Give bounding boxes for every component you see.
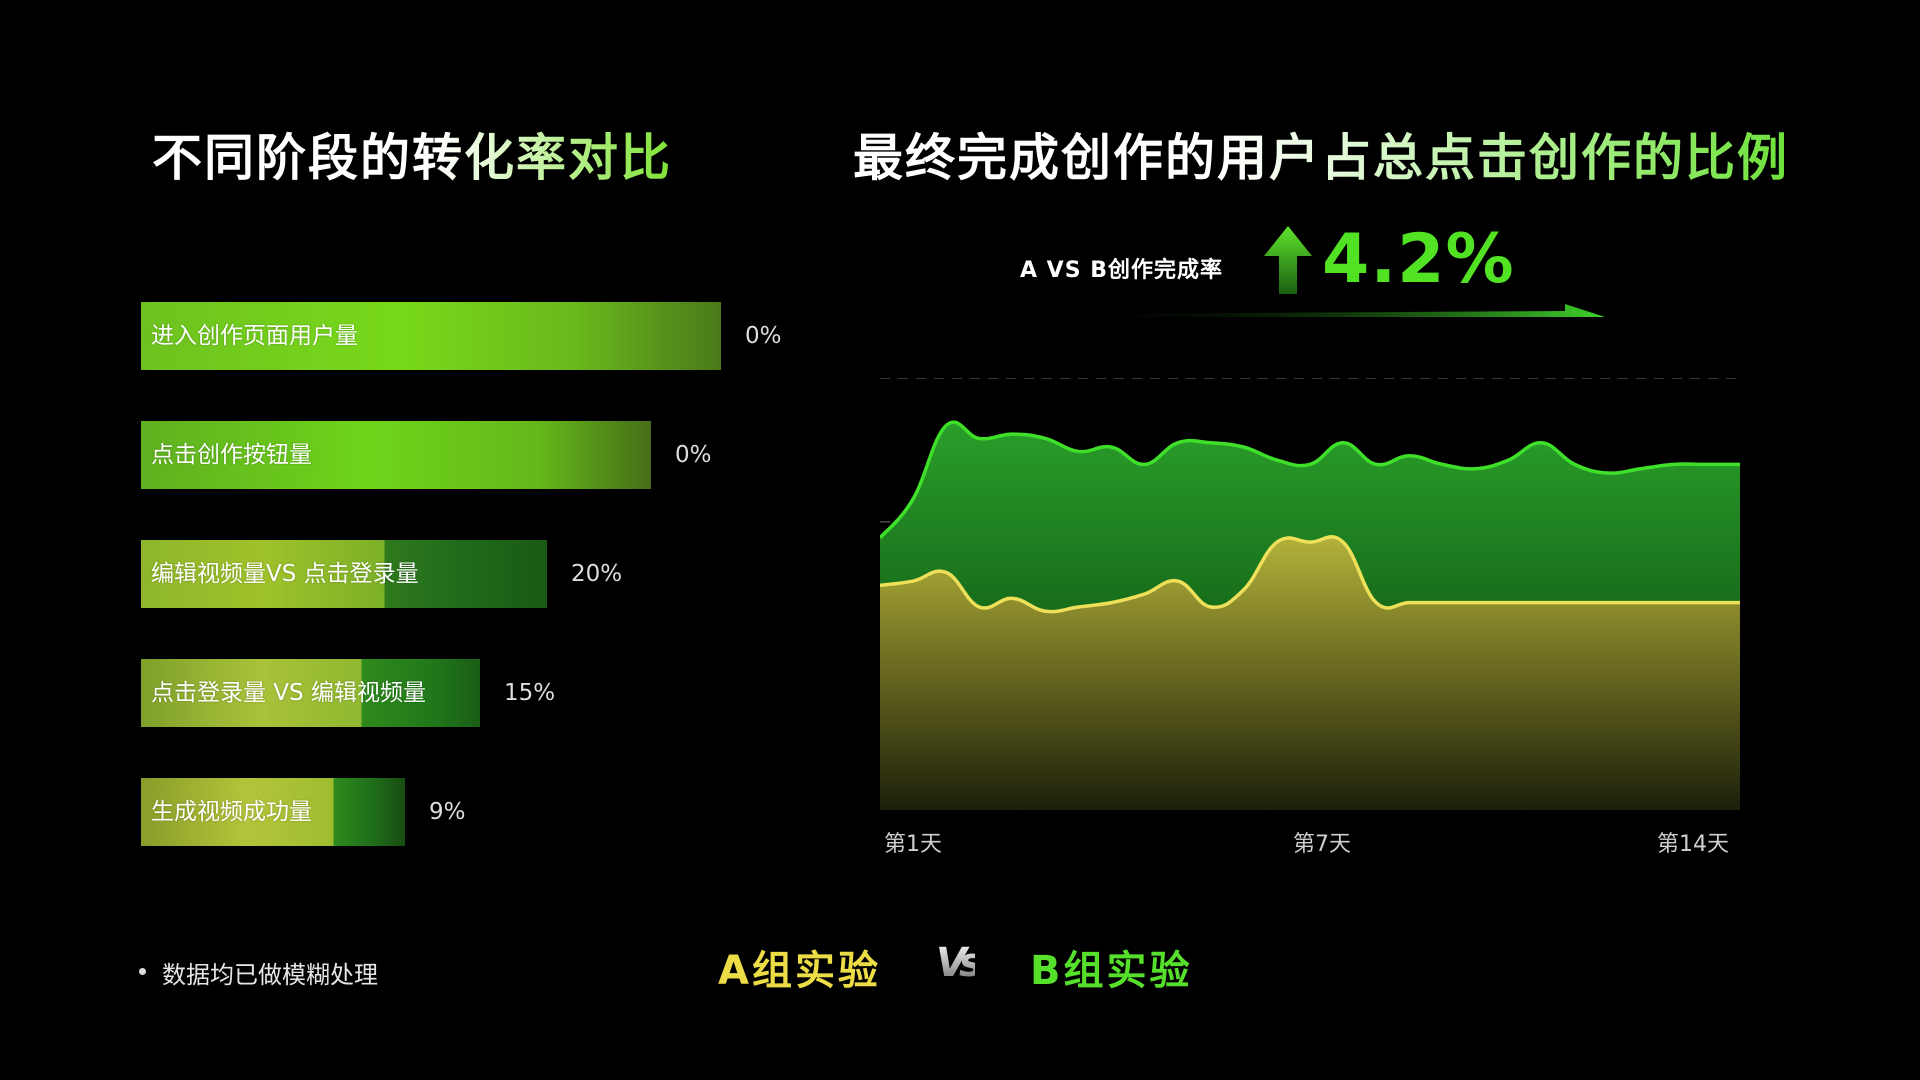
funnel-bar-label: 进入创作页面用户量 (151, 323, 358, 349)
series-area-a (880, 536, 1740, 810)
funnel-bar (141, 540, 547, 608)
funnel-bar (141, 421, 651, 489)
funnel-bar (141, 302, 721, 370)
funnel-bar-value: 0% (745, 323, 782, 349)
funnel-bar-label: 编辑视频量VS 点击登录量 (151, 561, 419, 587)
funnel-chart-title: 不同阶段的转化率对比 (152, 118, 672, 190)
funnel-bar-label: 点击创作按钮量 (151, 442, 312, 468)
series-line-b (880, 420, 1740, 540)
series-line-a (880, 535, 1740, 614)
funnel-bar-label: 点击登录量 VS 编辑视频量 (151, 680, 426, 706)
legend-vs-mark: Vs (936, 940, 983, 986)
legend-group-a: A组实验 (718, 948, 881, 994)
x-tick-label: 第14天 (1657, 832, 1729, 857)
completion-chart-title: 最终完成创作的用户占总点击创作的比例 (853, 118, 1789, 190)
funnel-bar-label: 生成视频成功量 (151, 799, 312, 825)
x-tick-label: 第1天 (884, 832, 942, 857)
trend-arrow-icon (1065, 304, 1605, 317)
completion-area-chart (880, 378, 1740, 810)
legend-group-b: B组实验 (1030, 948, 1193, 994)
funnel-bar-value: 0% (675, 442, 712, 468)
data-note: 数据均已做模糊处理 (162, 961, 378, 989)
funnel-bar (141, 659, 480, 727)
funnel-bar-value: 20% (571, 561, 623, 587)
funnel-bar-value: 9% (429, 799, 466, 825)
x-tick-label: 第7天 (1293, 832, 1351, 857)
funnel-bar (141, 778, 405, 846)
headline-label: A VS B创作完成率 (1020, 258, 1223, 283)
headline-value: 4.2% (1322, 220, 1515, 299)
up-arrow-icon (1264, 226, 1312, 294)
note-bullet (139, 968, 146, 975)
funnel-bar-value: 15% (504, 680, 556, 706)
